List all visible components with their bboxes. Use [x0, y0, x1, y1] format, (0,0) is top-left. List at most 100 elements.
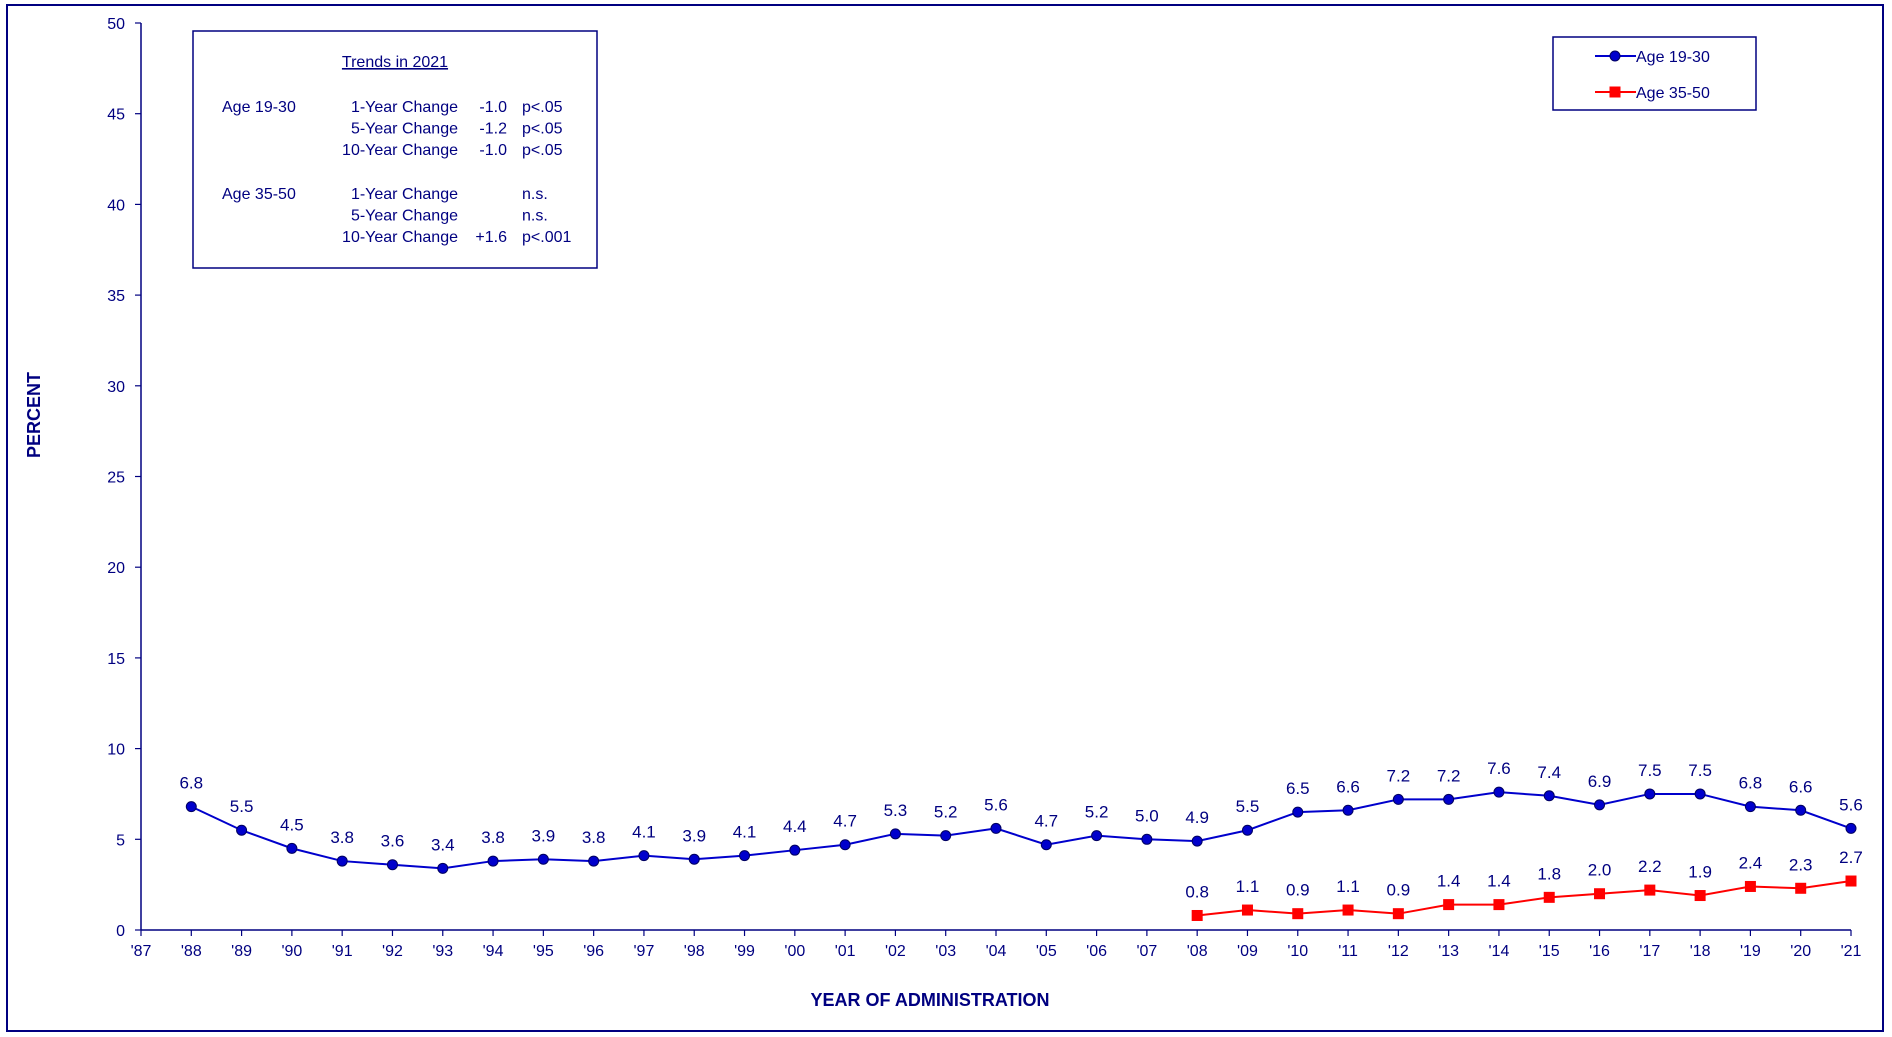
data-point-marker [739, 850, 751, 862]
x-tick-label: '06 [1086, 943, 1107, 960]
data-label: 6.6 [1336, 777, 1360, 796]
data-label: 2.3 [1789, 855, 1813, 874]
data-label: 7.5 [1638, 761, 1662, 780]
trends-row-label: 5-Year Change [351, 208, 458, 225]
data-point-marker [1292, 908, 1304, 920]
data-point-marker [1795, 804, 1807, 816]
y-tick-label: 20 [107, 560, 125, 577]
data-point-marker [1594, 888, 1606, 900]
data-point-marker [1392, 793, 1404, 805]
series-line-2 [1197, 880, 1852, 917]
data-label: 1.4 [1437, 872, 1461, 891]
data-point-marker [336, 855, 348, 867]
data-point-marker [889, 828, 901, 840]
x-tick-label: '94 [483, 943, 504, 960]
data-point-marker [1493, 899, 1505, 911]
y-tick-label: 45 [107, 107, 125, 124]
x-tick-label: '09 [1237, 943, 1258, 960]
x-axis-title: YEAR OF ADMINISTRATION [811, 990, 1050, 1010]
trends-row-significance: n.s. [522, 186, 548, 203]
x-tick-label: '14 [1489, 943, 1510, 960]
legend-marker-1 [1609, 50, 1621, 62]
trends-group-label: Age 35-50 [222, 186, 296, 203]
x-tick-label: '12 [1388, 943, 1409, 960]
x-tick-label: '97 [634, 943, 655, 960]
trends-row-label: 1-Year Change [351, 186, 458, 203]
trends-box-border [192, 30, 598, 269]
data-label: 3.6 [381, 832, 405, 851]
x-tick-label: '93 [432, 943, 453, 960]
data-point-marker [1392, 908, 1404, 920]
data-label: 5.3 [884, 801, 908, 820]
data-point-marker [286, 842, 298, 854]
x-tick-label: '92 [382, 943, 403, 960]
x-tick-label: '21 [1841, 943, 1862, 960]
data-point-marker [1543, 891, 1555, 903]
data-label: 4.1 [733, 823, 757, 842]
trends-row-significance: p<.05 [522, 99, 563, 116]
data-label: 5.2 [1085, 803, 1109, 822]
data-point-marker [1694, 788, 1706, 800]
data-point-marker [1744, 801, 1756, 813]
trends-row-significance: p<.001 [522, 229, 571, 246]
data-label: 4.1 [632, 823, 656, 842]
x-tick-label: '02 [885, 943, 906, 960]
data-label: 4.4 [783, 817, 807, 836]
x-tick-label: '20 [1790, 943, 1811, 960]
data-label: 1.1 [1236, 877, 1260, 896]
data-label: 4.5 [280, 815, 304, 834]
data-point-marker [1644, 788, 1656, 800]
trends-row-significance: p<.05 [522, 121, 563, 138]
data-label: 5.5 [230, 797, 254, 816]
data-label: 6.9 [1588, 772, 1612, 791]
trends-row-value: +1.6 [475, 229, 507, 246]
data-point-marker [1191, 909, 1203, 921]
data-point-marker [1141, 833, 1153, 845]
legend-label-1: Age 19-30 [1636, 49, 1710, 66]
data-point-marker [1543, 790, 1555, 802]
data-label: 7.2 [1387, 766, 1411, 785]
x-tick-label: '90 [281, 943, 302, 960]
data-label: 5.6 [984, 795, 1008, 814]
x-tick-label: '03 [935, 943, 956, 960]
y-tick-label: 25 [107, 470, 125, 487]
data-point-marker [1795, 882, 1807, 894]
data-label: 1.4 [1487, 872, 1511, 891]
data-point-marker [1594, 799, 1606, 811]
data-point-marker [1091, 830, 1103, 842]
data-point-marker [185, 801, 197, 813]
x-tick-label: '99 [734, 943, 755, 960]
trends-row-value: -1.0 [479, 99, 507, 116]
trends-row-significance: n.s. [522, 208, 548, 225]
data-label: 6.8 [1739, 774, 1763, 793]
data-point-marker [1292, 806, 1304, 818]
legend-label-2: Age 35-50 [1636, 85, 1710, 102]
data-label: 3.4 [431, 835, 455, 854]
data-label: 2.7 [1839, 848, 1863, 867]
data-label: 0.9 [1387, 881, 1411, 900]
trends-row-value: -1.2 [479, 121, 507, 138]
data-point-marker [437, 862, 449, 874]
y-axis-title: PERCENT [24, 372, 44, 458]
x-tick-label: '18 [1690, 943, 1711, 960]
data-label: 5.0 [1135, 806, 1159, 825]
y-tick-label: 10 [107, 742, 125, 759]
data-point-marker [990, 822, 1002, 834]
data-point-marker [537, 853, 549, 865]
data-label: 7.6 [1487, 759, 1511, 778]
trends-row-value: -1.0 [479, 142, 507, 159]
y-tick-label: 40 [107, 197, 125, 214]
data-point-marker [1241, 904, 1253, 916]
data-label: 7.4 [1537, 763, 1561, 782]
data-label: 6.6 [1789, 777, 1813, 796]
data-point-marker [1241, 824, 1253, 836]
y-tick-label: 35 [107, 288, 125, 305]
x-tick-label: '96 [583, 943, 604, 960]
data-point-marker [1443, 899, 1455, 911]
data-point-marker [789, 844, 801, 856]
series-line-1 [190, 791, 1852, 870]
data-point-marker [1191, 835, 1203, 847]
y-tick-label: 30 [107, 379, 125, 396]
data-label: 6.8 [179, 774, 203, 793]
data-point-marker [1845, 822, 1857, 834]
